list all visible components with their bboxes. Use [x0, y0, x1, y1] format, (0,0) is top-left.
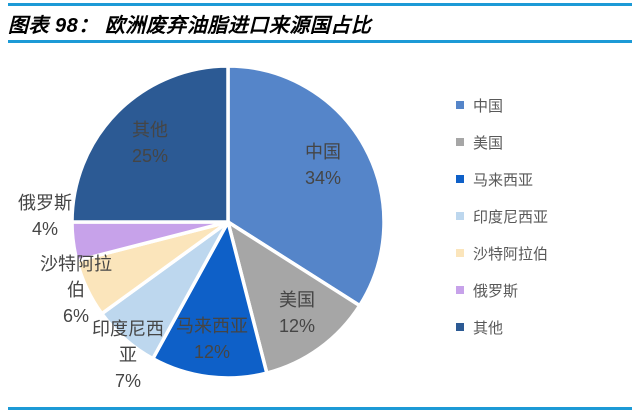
legend-marker-icon — [456, 138, 464, 146]
legend-label: 印度尼西亚 — [473, 208, 549, 226]
legend-marker-icon — [456, 101, 464, 109]
legend-item-3: 马来西亚 — [456, 168, 548, 190]
legend-item-1: 中国 — [456, 94, 548, 116]
figure-title: 图表 98： 欧洲废弃油脂进口来源国占比 — [8, 15, 372, 37]
legend-item-6: 俄罗斯 — [456, 279, 548, 301]
pie-slice-2 — [226, 220, 362, 375]
legend-marker-icon — [456, 249, 464, 257]
legend-marker-icon — [456, 286, 464, 294]
legend-label: 马来西亚 — [473, 171, 534, 189]
legend-item-4: 印度尼西亚 — [456, 205, 548, 227]
top-rule — [8, 3, 632, 6]
legend-marker-icon — [456, 175, 464, 183]
pie-slice-7 — [70, 64, 230, 224]
pie-label-1: 中国 34% — [305, 142, 341, 188]
pie-label-3: 马来西亚 12% — [176, 316, 248, 362]
pie-label-5: 沙特阿拉伯 6% — [40, 254, 112, 326]
legend-item-2: 美国 — [456, 131, 548, 153]
pie-label-7: 其他 25% — [132, 120, 168, 166]
legend-item-7: 其他 — [456, 316, 548, 338]
legend: 中国美国马来西亚印度尼西亚沙特阿拉伯俄罗斯其他 — [456, 94, 548, 338]
legend-label: 沙特阿拉伯 — [473, 245, 549, 263]
legend-marker-icon — [456, 323, 464, 331]
legend-label: 中国 — [473, 97, 504, 115]
legend-label: 美国 — [473, 134, 504, 152]
bottom-rule — [8, 407, 632, 410]
title-rule — [8, 40, 632, 43]
pie-slice-3 — [151, 220, 269, 380]
legend-label: 其他 — [473, 319, 504, 337]
legend-label: 俄罗斯 — [473, 282, 519, 300]
pie-label-2: 美国 12% — [279, 290, 315, 336]
legend-marker-icon — [456, 212, 464, 220]
pie-label-4: 印度尼西亚 7% — [92, 319, 164, 391]
pie-label-6: 俄罗斯 4% — [18, 193, 72, 239]
legend-item-5: 沙特阿拉伯 — [456, 242, 548, 264]
